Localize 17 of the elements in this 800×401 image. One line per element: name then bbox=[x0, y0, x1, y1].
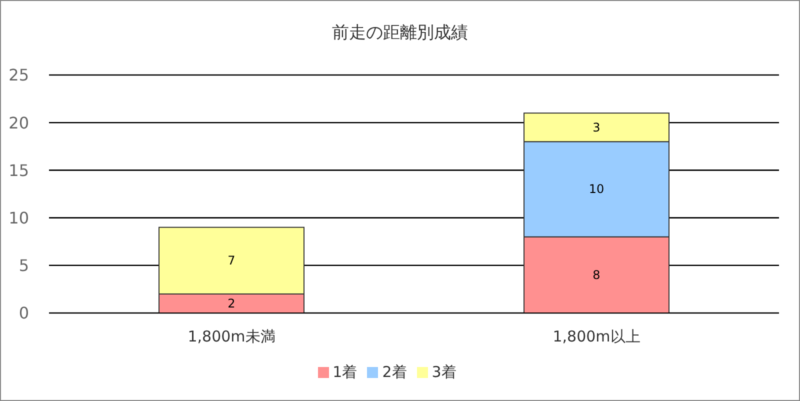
legend-label: 2着 bbox=[382, 363, 407, 381]
data-label: 7 bbox=[228, 254, 236, 268]
y-tick-label: 25 bbox=[8, 66, 29, 85]
y-tick-label: 5 bbox=[18, 256, 29, 276]
data-label: 10 bbox=[588, 182, 604, 196]
data-label: 8 bbox=[592, 268, 600, 282]
y-tick-label: 0 bbox=[18, 304, 29, 323]
legend-label: 1着 bbox=[332, 363, 358, 381]
data-label: 2 bbox=[228, 296, 236, 310]
x-tick-label: 1,800m以上 bbox=[552, 328, 640, 346]
y-tick-label: 10 bbox=[8, 208, 29, 228]
y-tick-label: 20 bbox=[8, 113, 29, 132]
legend-label: 3着 bbox=[432, 363, 456, 381]
x-tick-label: 1,800m未満 bbox=[188, 328, 276, 346]
chart-title: 前走の距離別成績 bbox=[331, 22, 469, 44]
data-label: 3 bbox=[592, 120, 600, 134]
y-tick-label: 15 bbox=[8, 160, 29, 180]
